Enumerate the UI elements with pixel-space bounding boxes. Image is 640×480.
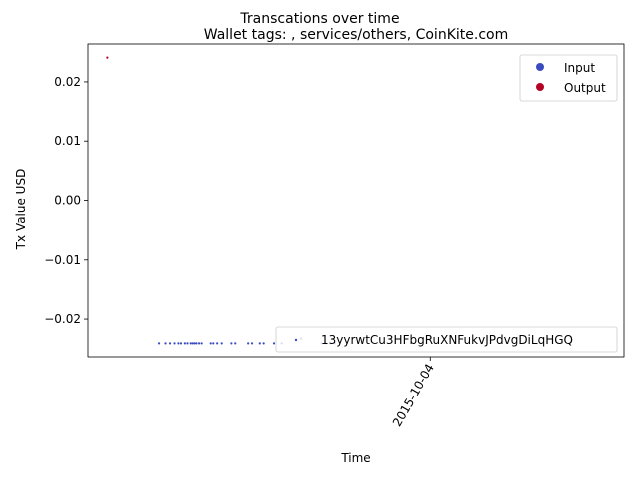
input-point	[263, 342, 265, 344]
input-point	[173, 342, 175, 344]
input-point	[190, 342, 192, 344]
input-point	[177, 342, 179, 344]
x-tick-label: 2015-10-04	[390, 362, 437, 429]
input-point	[186, 342, 188, 344]
chart-title: Wallet tags: , services/others, CoinKite…	[204, 27, 508, 43]
input-point	[230, 342, 232, 344]
input-point	[193, 342, 195, 344]
input-point	[195, 342, 197, 344]
input-point	[251, 342, 253, 344]
input-point	[259, 342, 261, 344]
y-tick-label: 0.01	[54, 134, 81, 148]
chart-suptitle: Transcations over time	[239, 11, 399, 27]
input-point	[273, 342, 275, 344]
ticks: 0.02 0.01 0.00 −0.01 −0.02 2015-10-04	[44, 75, 437, 429]
y-tick-label: −0.02	[44, 312, 81, 326]
input-point	[158, 342, 160, 344]
input-point	[169, 342, 171, 344]
address-legend-label: 13yyrwtCu3HFbgRuXNFukvJPdvgDiLqHGQ	[321, 333, 573, 347]
y-tick-label: 0.02	[54, 75, 81, 89]
input-point	[247, 342, 249, 344]
address-legend: 13yyrwtCu3HFbgRuXNFukvJPdvgDiLqHGQ	[276, 327, 617, 352]
x-axis-label: Time	[340, 451, 370, 465]
y-tick-label: −0.01	[44, 253, 81, 267]
input-point	[164, 342, 166, 344]
input-point	[221, 342, 223, 344]
y-tick-label: 0.00	[54, 194, 81, 208]
input-point	[212, 342, 214, 344]
output-point	[106, 57, 108, 59]
legend-input-marker	[536, 63, 544, 71]
io-legend: Input Output	[520, 55, 617, 101]
input-point	[216, 342, 218, 344]
input-point	[180, 342, 182, 344]
y-axis-label: Tx Value USD	[14, 169, 28, 251]
input-point	[184, 342, 186, 344]
address-legend-marker	[295, 339, 297, 341]
input-point	[198, 342, 200, 344]
input-point	[192, 342, 194, 344]
input-point	[201, 342, 203, 344]
input-point	[210, 342, 212, 344]
input-point	[234, 342, 236, 344]
legend-output-label: Output	[564, 81, 606, 95]
legend-output-marker	[536, 83, 544, 91]
legend-input-label: Input	[564, 61, 595, 75]
data-points	[106, 57, 336, 345]
